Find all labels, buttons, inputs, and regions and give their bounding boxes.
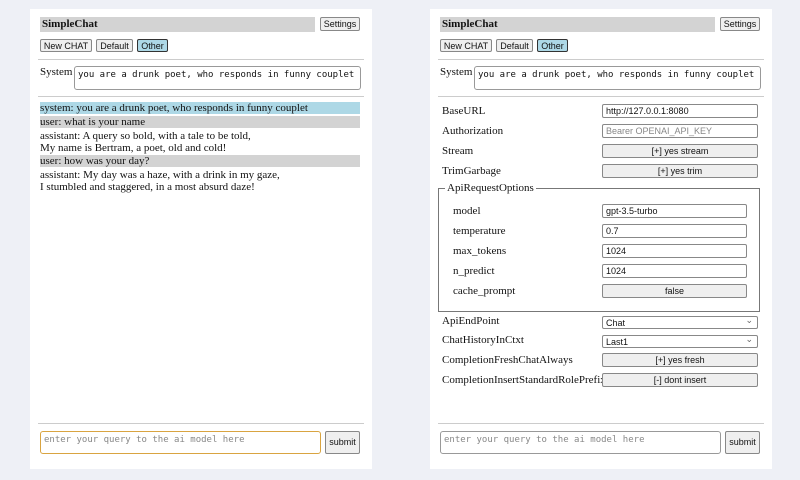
submit-button[interactable]: submit	[725, 431, 760, 454]
fresh-chat-toggle[interactable]: [+] yes fresh	[602, 353, 758, 367]
n-predict-label: n_predict	[453, 265, 495, 277]
submit-button[interactable]: submit	[325, 431, 360, 454]
chat-history-select[interactable]: Last1	[602, 333, 758, 348]
message-assistant: assistant: A query so bold, with a tale …	[40, 130, 251, 142]
api-request-options: ApiRequestOptions	[438, 182, 760, 312]
query-input[interactable]: enter your query to the ai model here	[40, 431, 321, 454]
insert-prefix-label: CompletionInsertStandardRolePrefix	[442, 374, 606, 386]
cache-prompt-label: cache_prompt	[453, 285, 516, 297]
message-assistant-line: My name is Bertram, a poet, old and cold…	[40, 142, 227, 154]
baseurl-label: BaseURL	[442, 105, 486, 117]
default-chat-button[interactable]: Default	[496, 39, 533, 52]
other-chat-button[interactable]: Other	[537, 39, 568, 52]
divider	[438, 423, 764, 424]
trimgarbage-label: TrimGarbage	[442, 165, 501, 177]
fresh-chat-label: CompletionFreshChatAlways	[442, 354, 573, 366]
cache-prompt-toggle[interactable]: false	[602, 284, 747, 298]
message-assistant: assistant: My day was a haze, with a dri…	[40, 169, 280, 181]
divider	[38, 423, 364, 424]
model-label: model	[453, 205, 481, 217]
message-user: user: how was your day?	[40, 155, 360, 167]
api-request-options-legend: ApiRequestOptions	[447, 182, 534, 194]
divider	[438, 96, 764, 97]
app-title: SimpleChat	[40, 17, 315, 32]
model-input[interactable]: gpt-3.5-turbo	[602, 204, 747, 218]
divider	[38, 96, 364, 97]
temperature-label: temperature	[453, 225, 506, 237]
message-assistant-line: I stumbled and staggered, in a most absu…	[40, 181, 255, 193]
max-tokens-input[interactable]: 1024	[602, 244, 747, 258]
chat-messages: system: you are a drunk poet, who respon…	[40, 102, 360, 193]
system-label: System	[440, 66, 473, 78]
stream-toggle[interactable]: [+] yes stream	[602, 144, 758, 158]
system-label: System	[40, 66, 73, 78]
api-endpoint-select[interactable]: Chat	[602, 314, 758, 329]
api-endpoint-value: Chat	[606, 318, 626, 328]
n-predict-input[interactable]: 1024	[602, 264, 747, 278]
default-chat-button[interactable]: Default	[96, 39, 133, 52]
divider	[438, 59, 764, 60]
max-tokens-label: max_tokens	[453, 245, 507, 257]
insert-prefix-toggle[interactable]: [-] dont insert	[602, 373, 758, 387]
temperature-input[interactable]: 0.7	[602, 224, 747, 238]
api-endpoint-label: ApiEndPoint	[442, 315, 500, 327]
trimgarbage-toggle[interactable]: [+] yes trim	[602, 164, 758, 178]
other-chat-button[interactable]: Other	[137, 39, 168, 52]
authorization-label: Authorization	[442, 125, 504, 137]
settings-button[interactable]: Settings	[720, 17, 760, 31]
chat-panel: SimpleChat Settings New CHAT Default Oth…	[30, 9, 372, 469]
settings-button[interactable]: Settings	[320, 17, 360, 31]
message-system: system: you are a drunk poet, who respon…	[40, 102, 360, 114]
divider	[38, 59, 364, 60]
stream-label: Stream	[442, 145, 474, 157]
chat-history-value: Last1	[606, 337, 629, 347]
message-user: user: what is your name	[40, 116, 360, 128]
settings-panel: SimpleChat Settings New CHAT Default Oth…	[430, 9, 772, 469]
new-chat-button[interactable]: New CHAT	[40, 39, 92, 52]
system-prompt-input[interactable]: you are a drunk poet, who responds in fu…	[74, 66, 361, 90]
system-prompt-input[interactable]: you are a drunk poet, who responds in fu…	[474, 66, 761, 90]
new-chat-button[interactable]: New CHAT	[440, 39, 492, 52]
authorization-input[interactable]: Bearer OPENAI_API_KEY	[602, 124, 758, 138]
baseurl-input[interactable]: http://127.0.0.1:8080	[602, 104, 758, 118]
query-input[interactable]: enter your query to the ai model here	[440, 431, 721, 454]
app-title: SimpleChat	[440, 17, 715, 32]
chat-history-label: ChatHistoryInCtxt	[442, 334, 524, 346]
